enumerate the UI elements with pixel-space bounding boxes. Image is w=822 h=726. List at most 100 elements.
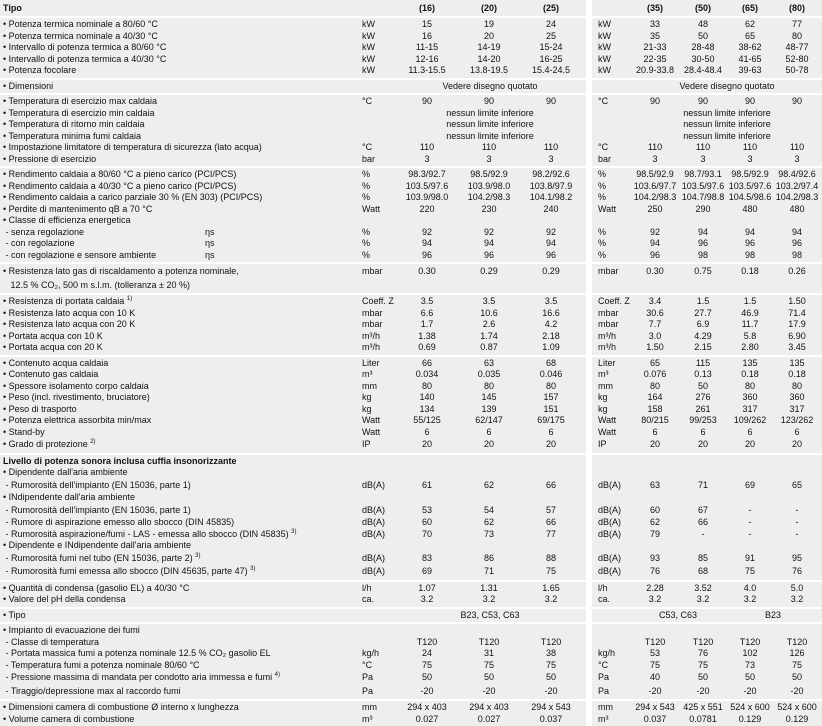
value-cell: 0.30	[418, 266, 436, 276]
value-cell: 98.5/92.9	[731, 169, 769, 179]
row-label: • Contenuto acqua caldaia	[3, 358, 108, 370]
value-cell: T120	[739, 636, 761, 647]
unit: kg	[362, 403, 372, 414]
unit: IP	[362, 439, 371, 449]
value-cell: 24	[421, 648, 432, 658]
unit: dB(A)	[362, 517, 386, 527]
value-cell: 0.037	[643, 713, 667, 724]
value-cell: 0.076	[643, 369, 667, 379]
value-cell: 3.4	[648, 296, 662, 306]
table-row: - Rumorosità dell'impianto (EN 15036, pa…	[0, 504, 586, 518]
value-cell: 135	[789, 357, 805, 368]
value-cell: 15.4-24.5	[531, 65, 571, 75]
table-row: • Rendimento caldaia a carico parziale 3…	[0, 192, 586, 204]
value-cell: 0.75	[694, 266, 712, 276]
row-label: • Quantità di condensa (gasolio EL) a 40…	[3, 583, 189, 595]
table-row: kg 164 276 360 360	[592, 392, 822, 404]
value-cell: 68	[697, 566, 708, 576]
value-cell: 20	[421, 439, 432, 449]
value-cell: 60	[421, 517, 432, 527]
value-cell: 1.7	[420, 319, 434, 329]
value-cell: 3	[486, 153, 492, 164]
value-cell: 71	[697, 479, 708, 490]
row-label: • Temperatura minima fumi caldaia	[3, 131, 141, 143]
value-cell: 61	[421, 479, 432, 490]
table-row: • Resistenza di portata caldaia 1) Coeff.…	[0, 296, 586, 308]
value-cell: 66	[697, 517, 708, 527]
row-label-text: - Rumorosità fumi nel tubo (EN 15036, pa…	[3, 552, 193, 563]
table-row: • Potenza termica nominale a 80/60 °C kW 1…	[0, 19, 586, 31]
header-row: (35) (50) (65) (80)	[592, 1, 822, 15]
row-label: • INdipendente dall'aria ambiente	[3, 492, 135, 504]
value-cell: 28-48	[691, 42, 715, 52]
header-row: Tipo (16) (20) (25)	[0, 1, 586, 15]
table-row: - Rumorosità aspirazione/fumi - LAS - em…	[0, 529, 586, 541]
value-cell: 3.2	[743, 594, 757, 604]
table-row: • Rendimento caldaia a 40/30 °C a pieno …	[0, 181, 586, 193]
value-cell: 1.74	[480, 330, 498, 341]
table-row: • Potenza elettrica assorbita min/max Wat…	[0, 415, 586, 427]
value-cell: 79	[649, 528, 660, 539]
unit: %	[362, 169, 371, 179]
merged-value: nessun limite inferiore	[683, 107, 771, 118]
row-label-text: • Rendimento caldaia a carico parziale 3…	[3, 192, 263, 202]
merged-value: Vedere disegno quotato	[679, 80, 775, 91]
value-cell: 50	[697, 672, 708, 682]
table-row: • Potenza termica nominale a 40/30 °C kW 1…	[0, 31, 586, 43]
row-label-text: • Spessore isolamento corpo caldaia	[3, 380, 149, 391]
value-cell: 90	[744, 96, 755, 106]
value-cell: 16-25	[539, 53, 563, 64]
table-group: • Impianto di evacuazione dei fumi - Cla…	[0, 624, 822, 699]
row-label: • Temperatura di esercizio max caldaia	[3, 96, 157, 108]
value-cell: 0.0781	[689, 713, 717, 724]
value-cell: 62	[649, 517, 660, 527]
value-cell: (80)	[788, 3, 805, 13]
value-cell: 94	[744, 226, 755, 237]
value-cell: -20	[420, 685, 434, 696]
value-cell: 83	[421, 552, 432, 563]
value-cell: 16.6	[542, 307, 560, 318]
value-cell: 3.45	[788, 342, 806, 352]
value-cell: 103.9/98.0	[405, 192, 449, 202]
table-row	[592, 540, 822, 552]
value-cell: 6	[652, 426, 658, 437]
value-cell: (50)	[694, 3, 711, 13]
value-cell: 50	[744, 672, 755, 682]
value-cell: 30-50	[691, 53, 715, 64]
row-label-text: • Dipendente dall'aria ambiente	[3, 467, 128, 477]
value-cell: 75	[545, 659, 556, 670]
unit: l/h	[362, 582, 372, 593]
row-label-text: • Impianto di evacuazione dei fumi	[3, 625, 140, 635]
value-cell: 69	[744, 479, 755, 490]
value-cell: T120	[692, 636, 714, 647]
unit: %	[362, 180, 371, 191]
value-cell: 2.6	[482, 319, 496, 329]
row-label-text: • Temperatura di esercizio min caldaia	[3, 107, 155, 118]
unit: %	[598, 226, 607, 237]
value-cell: 104.5/98.6	[728, 192, 772, 202]
row-label: Livello di potenza sonora inclusa cuffia…	[3, 456, 237, 468]
table-row: - Pressione massima di mandata per condo…	[0, 671, 586, 685]
row-label-text: • INdipendente dall'aria ambiente	[3, 492, 135, 502]
table-row: • Rendimento caldaia a 80/60 °C a pieno …	[0, 169, 586, 181]
value-cell: 104.2/98.3	[467, 192, 511, 202]
value-cell: 109/262	[733, 415, 767, 425]
value-cell: 77	[545, 528, 556, 539]
left-panel: • Dimensioni Vedere disegno quotato	[0, 79, 586, 93]
value-cell: 41-65	[738, 53, 762, 64]
table-row: l/h 2.28 3.52 4.0 5.0	[592, 583, 822, 595]
value-cell: 6	[548, 426, 554, 437]
unit: dB(A)	[362, 479, 386, 490]
value-cell: 110	[647, 142, 663, 152]
value-cell: 50	[697, 30, 708, 41]
row-label-text: • Temperatura di esercizio max caldaia	[3, 96, 158, 106]
row-label: • Grado di protezione 2)	[3, 438, 96, 452]
unit: kW	[362, 42, 375, 52]
value-cell: 110	[789, 142, 805, 152]
unit: Liter	[598, 357, 616, 368]
value-cell: 103.5/97.6	[728, 180, 772, 191]
table-row: Livello di potenza sonora inclusa cuffia…	[0, 456, 586, 468]
value-cell: 3.2	[648, 594, 662, 604]
value-cell: 27.7	[694, 307, 712, 318]
unit: ca.	[362, 594, 375, 604]
